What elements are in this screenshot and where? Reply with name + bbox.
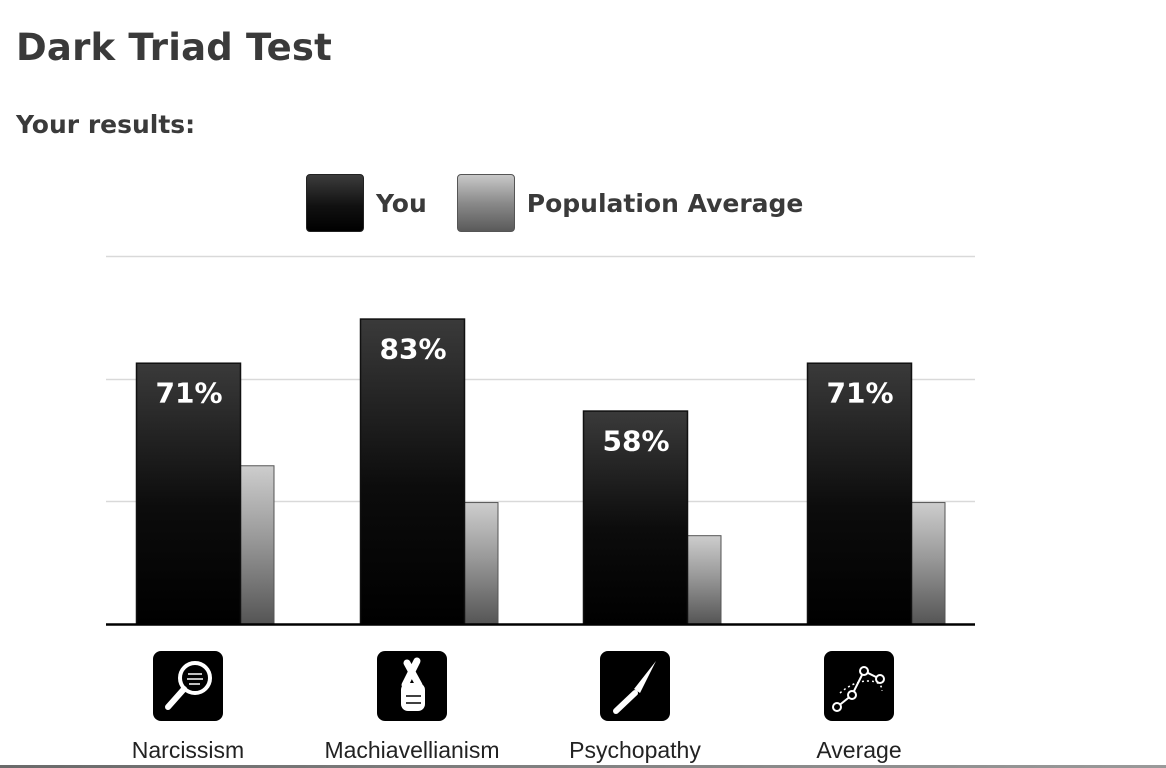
bar-population-machiavellianism [463, 502, 499, 625]
legend-swatch-population [456, 174, 515, 232]
legend-item-population: Population Average [456, 174, 804, 232]
results-heading: Your results: [16, 110, 196, 139]
bar-value-label: 83% [379, 333, 446, 366]
bar-population-narcissism [239, 465, 275, 625]
bar-value-label: 58% [602, 425, 669, 458]
category-label-average: Average [816, 737, 901, 763]
chart-legend: You Population Average [306, 173, 833, 233]
category-label-psychopathy: Psychopathy [569, 737, 701, 763]
magnifying-glass-icon [153, 651, 223, 721]
legend-label-you: You [376, 188, 427, 218]
crossed-fingers-icon [377, 651, 447, 721]
legend-item-you: You [306, 174, 427, 232]
knife-icon [600, 651, 670, 721]
category-icons [153, 651, 894, 721]
page-title: Dark Triad Test [16, 26, 332, 69]
category-label-narcissism: Narcissism [132, 737, 244, 763]
bar-you-narcissism [135, 362, 242, 626]
category-labels: Narcissism Machiavellianism Psychopathy Ave… [132, 737, 902, 763]
bar-population-psychopathy [686, 535, 722, 625]
bar-you-machiavellianism [359, 318, 466, 626]
line-chart-icon [824, 651, 894, 721]
bars: 71% 83% 58% 71% [135, 318, 946, 626]
category-label-machiavellianism: Machiavellianism [324, 737, 499, 763]
bar-population-average [910, 502, 946, 625]
bar-value-label: 71% [155, 377, 222, 410]
bar-value-label: 71% [826, 377, 893, 410]
bottom-divider [0, 765, 1166, 768]
legend-swatch-you [306, 174, 364, 232]
bar-you-average [806, 362, 913, 626]
legend-label-population: Population Average [526, 188, 804, 218]
